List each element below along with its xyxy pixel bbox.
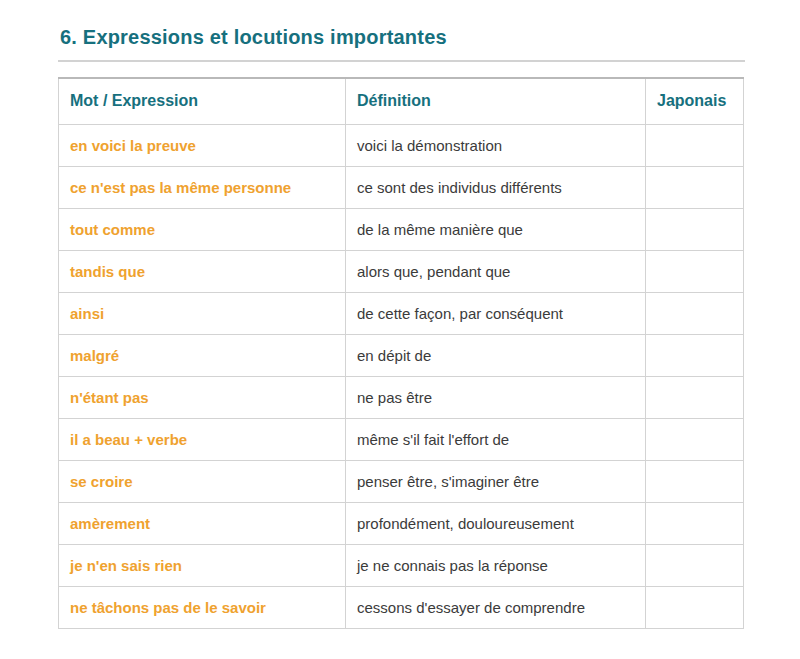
expression-cell: en voici la preuve [59,124,346,166]
expression-cell: ne tâchons pas de le savoir [59,586,346,628]
expression-cell: n'étant pas [59,376,346,418]
japonais-cell [646,250,744,292]
table-row: ce n'est pas la même personnece sont des… [59,166,744,208]
japonais-cell [646,166,744,208]
japonais-cell [646,418,744,460]
table-body: en voici la preuvevoici la démonstration… [59,124,744,628]
japonais-cell [646,586,744,628]
definition-cell: ne pas être [346,376,646,418]
japonais-cell [646,124,744,166]
definition-cell: alors que, pendant que [346,250,646,292]
section-title: 6. Expressions et locutions importantes [60,24,745,50]
definition-cell: profondément, douloureusement [346,502,646,544]
expression-cell: tout comme [59,208,346,250]
expression-cell: je n'en sais rien [59,544,346,586]
table-row: n'étant pasne pas être [59,376,744,418]
title-divider [58,60,745,62]
definition-cell: en dépit de [346,334,646,376]
table-header-row: Mot / Expression Définition Japonais [59,78,744,124]
table-row: tout commede la même manière que [59,208,744,250]
expression-cell: se croire [59,460,346,502]
document-page: 6. Expressions et locutions importantes … [58,24,745,629]
column-header-expression: Mot / Expression [59,78,346,124]
table-row: ainside cette façon, par conséquent [59,292,744,334]
table-row: malgréen dépit de [59,334,744,376]
definition-cell: cessons d'essayer de comprendre [346,586,646,628]
definition-cell: de cette façon, par conséquent [346,292,646,334]
definition-cell: de la même manière que [346,208,646,250]
japonais-cell [646,544,744,586]
expression-cell: ce n'est pas la même personne [59,166,346,208]
expression-cell: tandis que [59,250,346,292]
japonais-cell [646,376,744,418]
table-row: ne tâchons pas de le savoircessons d'ess… [59,586,744,628]
definition-cell: je ne connais pas la réponse [346,544,646,586]
expression-cell: amèrement [59,502,346,544]
japonais-cell [646,208,744,250]
expression-cell: il a beau + verbe [59,418,346,460]
expression-cell: ainsi [59,292,346,334]
japonais-cell [646,292,744,334]
expression-cell: malgré [59,334,346,376]
column-header-japonais: Japonais [646,78,744,124]
japonais-cell [646,460,744,502]
japonais-cell [646,502,744,544]
definition-cell: voici la démonstration [346,124,646,166]
japonais-cell [646,334,744,376]
definition-cell: même s'il fait l'effort de [346,418,646,460]
table-row: il a beau + verbemême s'il fait l'effort… [59,418,744,460]
definition-cell: penser être, s'imaginer être [346,460,646,502]
vocab-table: Mot / Expression Définition Japonais en … [58,77,744,629]
table-row: tandis quealors que, pendant que [59,250,744,292]
table-row: se croirepenser être, s'imaginer être [59,460,744,502]
table-row: en voici la preuvevoici la démonstration [59,124,744,166]
table-row: je n'en sais rienje ne connais pas la ré… [59,544,744,586]
column-header-definition: Définition [346,78,646,124]
definition-cell: ce sont des individus différents [346,166,646,208]
table-row: amèrementprofondément, douloureusement [59,502,744,544]
